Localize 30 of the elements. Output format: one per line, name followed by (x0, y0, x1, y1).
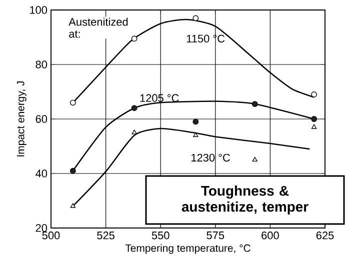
point (131, 105, 138, 112)
x-tick-label: 525 (97, 232, 114, 240)
annotation: Austenitized at: (68, 18, 128, 38)
x-tick-label: 575 (206, 232, 224, 240)
point (311, 116, 317, 122)
x-axis-title: Tempering temperature, °C (125, 244, 250, 254)
y-axis-title: Impact energy, J (16, 82, 26, 156)
x-tick-label: 600 (262, 232, 279, 240)
y-tick-label: 100 (30, 6, 48, 14)
point (252, 156, 258, 162)
text: Toughness & austenitize, temper (182, 186, 308, 214)
series-label: 1230 °C (192, 154, 230, 162)
point (132, 130, 137, 134)
point (70, 203, 76, 208)
point (192, 118, 199, 125)
x-tick-label: 625 (316, 232, 334, 240)
y-tick-label: 20 (36, 224, 48, 232)
x-tick-label: 550 (152, 232, 170, 240)
point (70, 100, 76, 106)
point (70, 168, 76, 174)
point (311, 124, 317, 129)
point (192, 15, 199, 22)
point (311, 92, 317, 98)
y-tick-label: 80 (36, 60, 48, 68)
point (193, 132, 198, 137)
y-tick-label: 60 (36, 115, 48, 123)
x-tick-label: 500 (42, 232, 60, 240)
y-tick-label: 40 (36, 170, 48, 178)
point (131, 36, 138, 42)
point (252, 101, 258, 107)
